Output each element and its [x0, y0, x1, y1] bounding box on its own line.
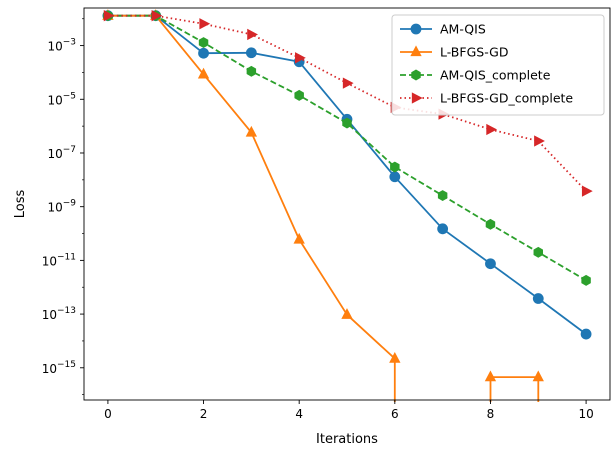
legend-marker [411, 69, 421, 81]
x-tick-label: 0 [104, 407, 112, 421]
y-tick-label: 10−13 [42, 306, 76, 322]
y-tick-label: 10−5 [47, 91, 76, 107]
series-layer [102, 9, 593, 402]
y-tick-label: 10−7 [47, 145, 76, 161]
data-point-am-qis-complete [198, 37, 209, 48]
x-tick-label: 6 [391, 407, 399, 421]
data-point-l-bfgs-gd [532, 370, 544, 382]
data-point-am-qis-complete [581, 274, 591, 286]
legend-label: L-BFGS-GD_complete [440, 91, 573, 106]
x-tick-label: 8 [487, 407, 495, 421]
data-point-am-qis-complete [294, 89, 304, 101]
x-tick-label: 10 [578, 407, 593, 421]
data-point-l-bfgs-gd-complete [486, 123, 498, 136]
legend-entry-l-bfgs-gd: L-BFGS-GD [400, 45, 508, 60]
data-point-am-qis-complete [533, 246, 543, 258]
data-point-l-bfgs-gd [484, 370, 497, 382]
data-point-l-bfgs-gd-complete [534, 135, 545, 147]
data-point-l-bfgs-gd [197, 67, 210, 79]
data-point-am-qis-complete [246, 65, 257, 77]
x-tick-label: 2 [200, 407, 208, 421]
x-tick-label: 4 [295, 407, 303, 421]
data-point-l-bfgs-gd-complete [199, 18, 211, 30]
y-axis-label: Loss [13, 190, 28, 219]
data-point-am-qis-complete [485, 218, 496, 230]
legend-marker [411, 92, 423, 104]
data-point-am-qis [580, 328, 592, 340]
data-point-l-bfgs-gd-complete [581, 185, 593, 197]
data-point-am-qis [532, 293, 544, 304]
data-point-l-bfgs-gd [341, 308, 353, 319]
legend-entry-am-qis: AM-QIS [400, 22, 486, 37]
data-point-l-bfgs-gd-complete [103, 10, 115, 22]
legend-label: AM-QIS [440, 22, 486, 37]
data-point-am-qis [389, 171, 401, 183]
data-point-am-qis [245, 47, 257, 59]
data-point-l-bfgs-gd-complete [295, 52, 306, 64]
data-point-l-bfgs-gd-complete [342, 77, 354, 89]
data-point-am-qis-complete [342, 117, 352, 129]
axes-layer [83, 7, 611, 401]
legend-marker [410, 45, 422, 57]
series-l-bfgs-gd-complete [103, 10, 593, 197]
x-axis-label: Iterations [316, 432, 378, 447]
y-tick-label: 10−11 [42, 252, 76, 268]
data-point-am-qis-complete [390, 161, 400, 173]
data-point-l-bfgs-gd-complete [151, 10, 163, 22]
legend-label: AM-QIS_complete [440, 68, 551, 83]
legend-entry-am-qis-complete: AM-QIS_complete [400, 68, 551, 83]
series-line-am-qis-complete [107, 14, 587, 282]
legend-box [391, 14, 605, 116]
data-point-l-bfgs-gd [389, 351, 401, 363]
legend-entry-l-bfgs-gd-complete: L-BFGS-GD_complete [400, 91, 573, 106]
legend: AM-QIS L-BFGS-GD AM-QIS_complete L-BFGS-GD_… [391, 14, 605, 116]
y-axis-ticks: 10−3 10−5 10−7 10−9 10−11 10−13 10−15 [42, 18, 84, 395]
y-tick-label: 10−15 [42, 360, 76, 376]
data-point-l-bfgs-gd [245, 125, 258, 137]
data-point-am-qis [485, 258, 496, 270]
data-point-l-bfgs-gd-complete [247, 28, 258, 41]
y-tick-label: 10−9 [47, 199, 76, 215]
data-point-am-qis [437, 223, 449, 235]
data-point-am-qis [198, 47, 209, 59]
legend-label: L-BFGS-GD [440, 45, 508, 60]
x-axis-ticks: 0 2 4 6 8 10 [104, 400, 594, 421]
y-tick-label: 10−3 [47, 38, 76, 54]
data-point-am-qis-complete [437, 190, 448, 202]
data-point-l-bfgs-gd [293, 232, 305, 244]
legend-marker [410, 23, 422, 35]
plot-frame [83, 7, 611, 401]
